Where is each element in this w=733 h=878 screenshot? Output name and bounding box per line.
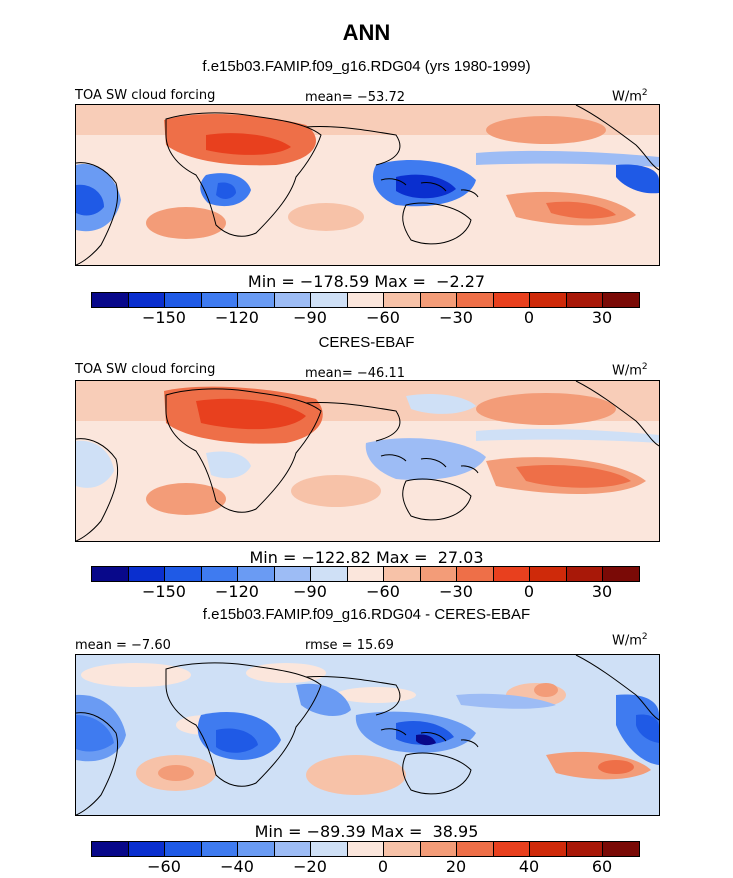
panel-2-subtitle: CERES-EBAF (318, 334, 415, 351)
panel-1-tick-label: −30 (439, 308, 473, 327)
colorbar-swatch (457, 293, 494, 307)
colorbar-swatch (457, 842, 494, 856)
colorbar-swatch (274, 842, 312, 856)
colorbar-swatch (603, 842, 639, 856)
panel-2-tick-label: −90 (293, 582, 327, 601)
panel-3-tick-label: 0 (377, 857, 389, 876)
colorbar-swatch (165, 842, 202, 856)
panel-3-tick-label: 40 (518, 857, 540, 876)
colorbar-swatch (420, 842, 458, 856)
panel-1-tick-label: −60 (366, 308, 400, 327)
panel-1-unit-label: W/m2 (612, 88, 648, 105)
panel-2-mean-label: mean= −46.11 (305, 366, 406, 381)
panel-1-subtitle: f.e15b03.FAMIP.f09_g16.RDG04 (yrs 1980-1… (202, 58, 531, 75)
colorbar-swatch (92, 842, 129, 856)
colorbar-swatch (566, 567, 604, 581)
colorbar-swatch (347, 567, 385, 581)
colorbar-swatch (384, 567, 421, 581)
colorbar-swatch (420, 567, 458, 581)
colorbar-swatch (530, 842, 567, 856)
panel-1-tick-label: 0 (523, 308, 535, 327)
colorbar-swatch (201, 842, 239, 856)
panel-2-variable-label: TOA SW cloud forcing (75, 362, 216, 377)
panel-2-tick-label: 30 (591, 582, 613, 601)
colorbar-swatch (201, 293, 239, 307)
colorbar-swatch (493, 842, 531, 856)
panel-1-tick-label: 30 (591, 308, 613, 327)
colorbar-swatch (347, 293, 385, 307)
colorbar-swatch (311, 293, 348, 307)
colorbar-swatch (384, 842, 421, 856)
panel-3-tick-label: −40 (220, 857, 254, 876)
panel-3-mean-label: mean = −7.60 (75, 638, 171, 653)
colorbar-swatch (530, 293, 567, 307)
colorbar-swatch (420, 293, 458, 307)
panel-2-tick-label: −120 (215, 582, 259, 601)
panel-1-tick-label: −120 (215, 308, 259, 327)
colorbar-swatch (493, 567, 531, 581)
panel-3-tick-label: 20 (445, 857, 467, 876)
panel-1-tick-label: −90 (293, 308, 327, 327)
colorbar-swatch (165, 567, 202, 581)
colorbar-swatch (165, 293, 202, 307)
plot-main-title: ANN (342, 20, 391, 45)
panel-1-map (75, 104, 660, 266)
colorbar-swatch (274, 567, 312, 581)
colorbar-swatch (128, 842, 166, 856)
colorbar-swatch (384, 293, 421, 307)
colorbar-swatch (566, 842, 604, 856)
panel-3-unit-label: W/m2 (612, 632, 648, 649)
panel-1-mean-label: mean= −53.72 (305, 90, 406, 105)
panel-3-min-max: Min = −89.39 Max = 38.95 (254, 822, 479, 841)
panel-3-colorbar (91, 841, 640, 857)
colorbar-swatch (92, 293, 129, 307)
panel-2-unit-label: W/m2 (612, 362, 648, 379)
panel-2-tick-label: −30 (439, 582, 473, 601)
panel-1-tick-label: −150 (142, 308, 186, 327)
panel-3-tick-label: 60 (591, 857, 613, 876)
colorbar-swatch (311, 842, 348, 856)
panel-3-tick-label: −20 (293, 857, 327, 876)
colorbar-swatch (201, 567, 239, 581)
colorbar-swatch (238, 567, 275, 581)
colorbar-swatch (530, 567, 567, 581)
colorbar-swatch (603, 567, 639, 581)
colorbar-swatch (566, 293, 604, 307)
colorbar-swatch (493, 293, 531, 307)
colorbar-swatch (128, 567, 166, 581)
panel-2-colorbar (91, 566, 640, 582)
colorbar-swatch (92, 567, 129, 581)
panel-3-map (75, 654, 660, 816)
panel-2-tick-label: 0 (523, 582, 535, 601)
colorbar-swatch (603, 293, 639, 307)
panel-3-subtitle: f.e15b03.FAMIP.f09_g16.RDG04 - CERES-EBA… (202, 606, 531, 623)
colorbar-swatch (457, 567, 494, 581)
colorbar-swatch (128, 293, 166, 307)
panel-1-min-max: Min = −178.59 Max = −2.27 (247, 272, 486, 291)
colorbar-swatch (311, 567, 348, 581)
panel-2-tick-label: −150 (142, 582, 186, 601)
colorbar-swatch (274, 293, 312, 307)
panel-2-map (75, 380, 660, 542)
panel-3-rmse-label: rmse = 15.69 (305, 638, 394, 653)
colorbar-swatch (238, 293, 275, 307)
panel-1-variable-label: TOA SW cloud forcing (75, 88, 216, 103)
panel-2-tick-label: −60 (366, 582, 400, 601)
panel-1-colorbar (91, 292, 640, 308)
colorbar-swatch (238, 842, 275, 856)
colorbar-swatch (347, 842, 385, 856)
panel-3-tick-label: −60 (147, 857, 181, 876)
panel-2-min-max: Min = −122.82 Max = 27.03 (249, 548, 484, 567)
